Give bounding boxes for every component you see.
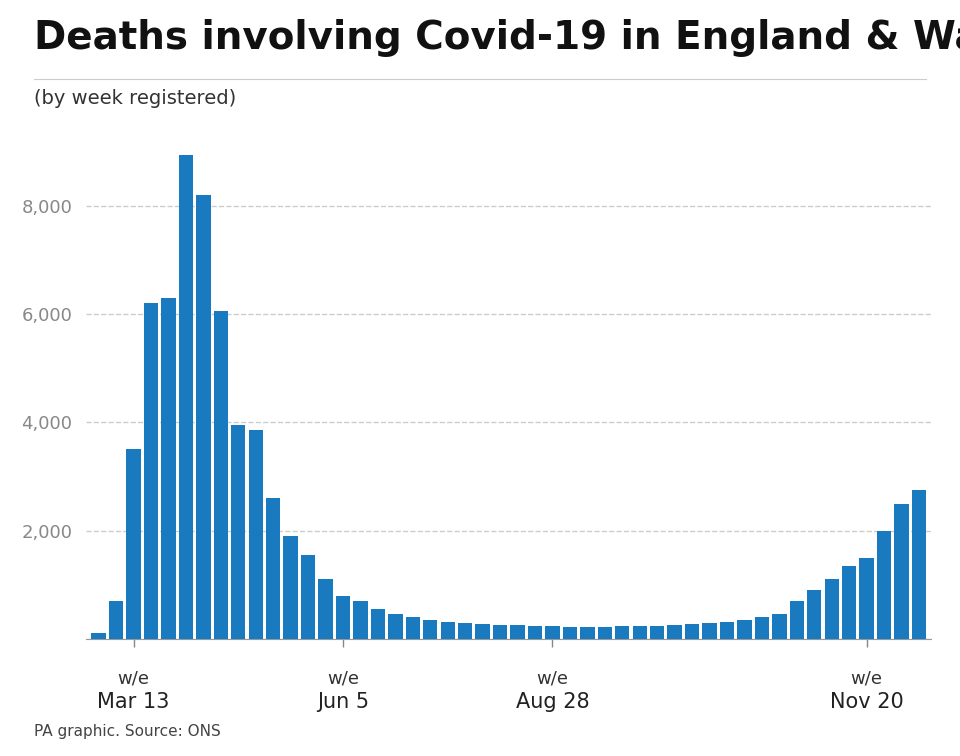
Text: PA graphic. Source: ONS: PA graphic. Source: ONS xyxy=(34,724,221,739)
Bar xyxy=(772,615,786,639)
Bar xyxy=(825,579,839,639)
Text: Deaths involving Covid-19 in England & Wales: Deaths involving Covid-19 in England & W… xyxy=(34,19,960,57)
Bar xyxy=(144,303,158,639)
Text: Nov 20: Nov 20 xyxy=(829,692,903,711)
Bar xyxy=(353,601,368,639)
Bar xyxy=(127,449,141,639)
Bar xyxy=(458,623,472,639)
Bar xyxy=(876,531,891,639)
Bar xyxy=(667,625,682,639)
Bar xyxy=(423,620,438,639)
Bar xyxy=(371,609,385,639)
Text: Jun 5: Jun 5 xyxy=(317,692,369,711)
Bar xyxy=(283,536,298,639)
Bar xyxy=(108,601,123,639)
Bar xyxy=(319,579,333,639)
Bar xyxy=(737,620,752,639)
Bar xyxy=(214,311,228,639)
Bar xyxy=(441,622,455,639)
Bar xyxy=(859,558,874,639)
Text: w/e: w/e xyxy=(117,669,150,687)
Bar xyxy=(492,624,507,639)
Bar xyxy=(842,565,856,639)
Bar xyxy=(650,626,664,639)
Bar xyxy=(249,430,263,639)
Bar xyxy=(755,617,769,639)
Bar xyxy=(300,555,315,639)
Bar xyxy=(807,590,822,639)
Bar xyxy=(895,503,909,639)
Bar xyxy=(511,625,525,639)
Bar xyxy=(598,627,612,639)
Bar xyxy=(196,195,210,639)
Bar xyxy=(266,498,280,639)
Bar xyxy=(388,615,402,639)
Bar xyxy=(545,627,560,639)
Bar xyxy=(231,425,246,639)
Bar xyxy=(684,624,699,639)
Bar xyxy=(580,627,594,639)
Bar xyxy=(161,298,176,639)
Text: w/e: w/e xyxy=(537,669,568,687)
Bar xyxy=(633,626,647,639)
Bar xyxy=(720,622,734,639)
Bar xyxy=(912,490,926,639)
Text: w/e: w/e xyxy=(327,669,359,687)
Text: Mar 13: Mar 13 xyxy=(97,692,170,711)
Bar xyxy=(406,617,420,639)
Bar xyxy=(703,623,717,639)
Bar xyxy=(91,634,106,639)
Bar xyxy=(790,601,804,639)
Bar xyxy=(563,627,577,639)
Text: w/e: w/e xyxy=(851,669,882,687)
Text: (by week registered): (by week registered) xyxy=(34,89,236,108)
Text: Aug 28: Aug 28 xyxy=(516,692,589,711)
Bar xyxy=(179,154,193,639)
Bar xyxy=(336,596,350,639)
Bar xyxy=(615,627,630,639)
Bar xyxy=(528,626,542,639)
Bar xyxy=(475,624,490,639)
